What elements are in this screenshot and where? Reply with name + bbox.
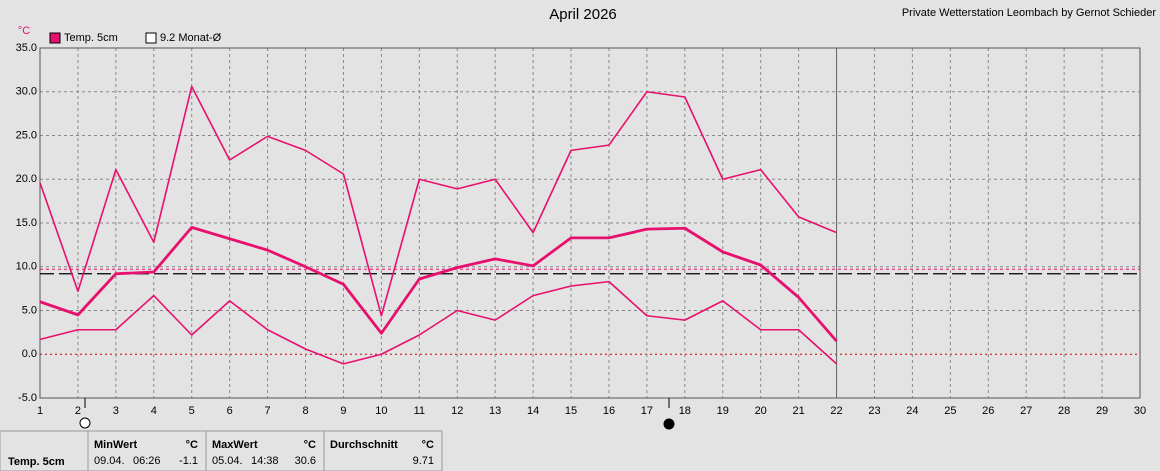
x-tick-label: 16	[603, 405, 615, 417]
x-tick-label: 24	[906, 405, 918, 417]
stats-label: Temp. 5cm	[8, 456, 65, 468]
line-max	[39, 85, 837, 317]
x-tick-label: 1	[37, 405, 43, 417]
x-tick-label: 12	[451, 405, 463, 417]
cell	[87, 430, 207, 471]
stats-value: 9.71	[413, 455, 434, 467]
legend-swatch	[49, 32, 61, 44]
x-tick-label: 25	[944, 405, 956, 417]
x-tick-label: 8	[302, 405, 308, 417]
line-values	[39, 225, 838, 343]
x-tick-label: 27	[1020, 405, 1032, 417]
stats-value: 30.6	[295, 455, 316, 467]
y-tick-label: 5.0	[22, 304, 37, 316]
moon-icon	[663, 418, 675, 430]
x-tick-label: 11	[414, 405, 425, 417]
x-tick-label: 22	[830, 405, 842, 417]
stats-unit: °C	[422, 439, 434, 451]
x-tick-label: 13	[489, 405, 501, 417]
legend-label: 9.2 Monat-Ø	[160, 32, 222, 44]
y-tick-label: -5.0	[18, 392, 37, 404]
x-tick-label: 7	[265, 405, 271, 417]
x-tick-label: 20	[755, 405, 767, 417]
x-tick-label: 15	[565, 405, 577, 417]
stats-unit: °C	[186, 439, 198, 451]
stats-time: 06:26	[133, 455, 161, 467]
x-tick-label: 6	[227, 405, 233, 417]
x-tick-label: 21	[792, 405, 804, 417]
stats-value: -1.1	[179, 455, 198, 467]
y-tick-label: 30.0	[16, 86, 37, 98]
x-tick-label: 14	[527, 405, 539, 417]
x-tick-label: 4	[151, 405, 157, 417]
x-tick-label: 19	[717, 405, 729, 417]
x-tick-label: 3	[113, 405, 119, 417]
stats-panel: Temp. 5cm MinWert °C 09.04. 06:26 -1.1 M…	[0, 430, 443, 471]
chart-title: April 2026	[549, 6, 617, 23]
stats-date: 05.04.	[212, 455, 243, 467]
y-tick-label: 10.0	[16, 261, 37, 273]
y-tick-label: 0.0	[22, 348, 37, 360]
x-tick-label: 29	[1096, 405, 1108, 417]
y-tick-label: 35.0	[16, 42, 37, 54]
x-tick-label: 18	[679, 405, 691, 417]
y-tick-label: 25.0	[16, 129, 37, 141]
y-tick-label: 20.0	[16, 173, 37, 185]
x-tick-label: 17	[641, 405, 653, 417]
stats-unit: °C	[304, 439, 316, 451]
stats-time: 14:38	[251, 455, 279, 467]
stats-header: Durchschnitt	[330, 439, 398, 451]
line-min	[39, 280, 838, 365]
x-tick-label: 30	[1134, 405, 1146, 417]
x-tick-label: 23	[868, 405, 880, 417]
stats-header: MinWert	[94, 439, 138, 451]
x-tick-label: 2	[75, 405, 81, 417]
y-tick-label: 15.0	[16, 217, 37, 229]
x-tick-label: 9	[340, 405, 346, 417]
plot-frame	[39, 47, 1141, 399]
legend-label: Temp. 5cm	[64, 32, 118, 44]
x-tick-label: 28	[1058, 405, 1070, 417]
y-unit: °C	[18, 25, 30, 37]
moon-icon	[79, 417, 91, 429]
station-name: Private Wetterstation Leombach by Gernot…	[902, 7, 1156, 19]
cell	[205, 430, 325, 471]
legend-swatch	[145, 32, 157, 44]
stats-header: MaxWert	[212, 439, 258, 451]
stats-date: 09.04.	[94, 455, 125, 467]
cell	[323, 430, 443, 471]
x-tick-label: 26	[982, 405, 994, 417]
x-tick-label: 10	[375, 405, 387, 417]
x-tick-label: 5	[189, 405, 195, 417]
